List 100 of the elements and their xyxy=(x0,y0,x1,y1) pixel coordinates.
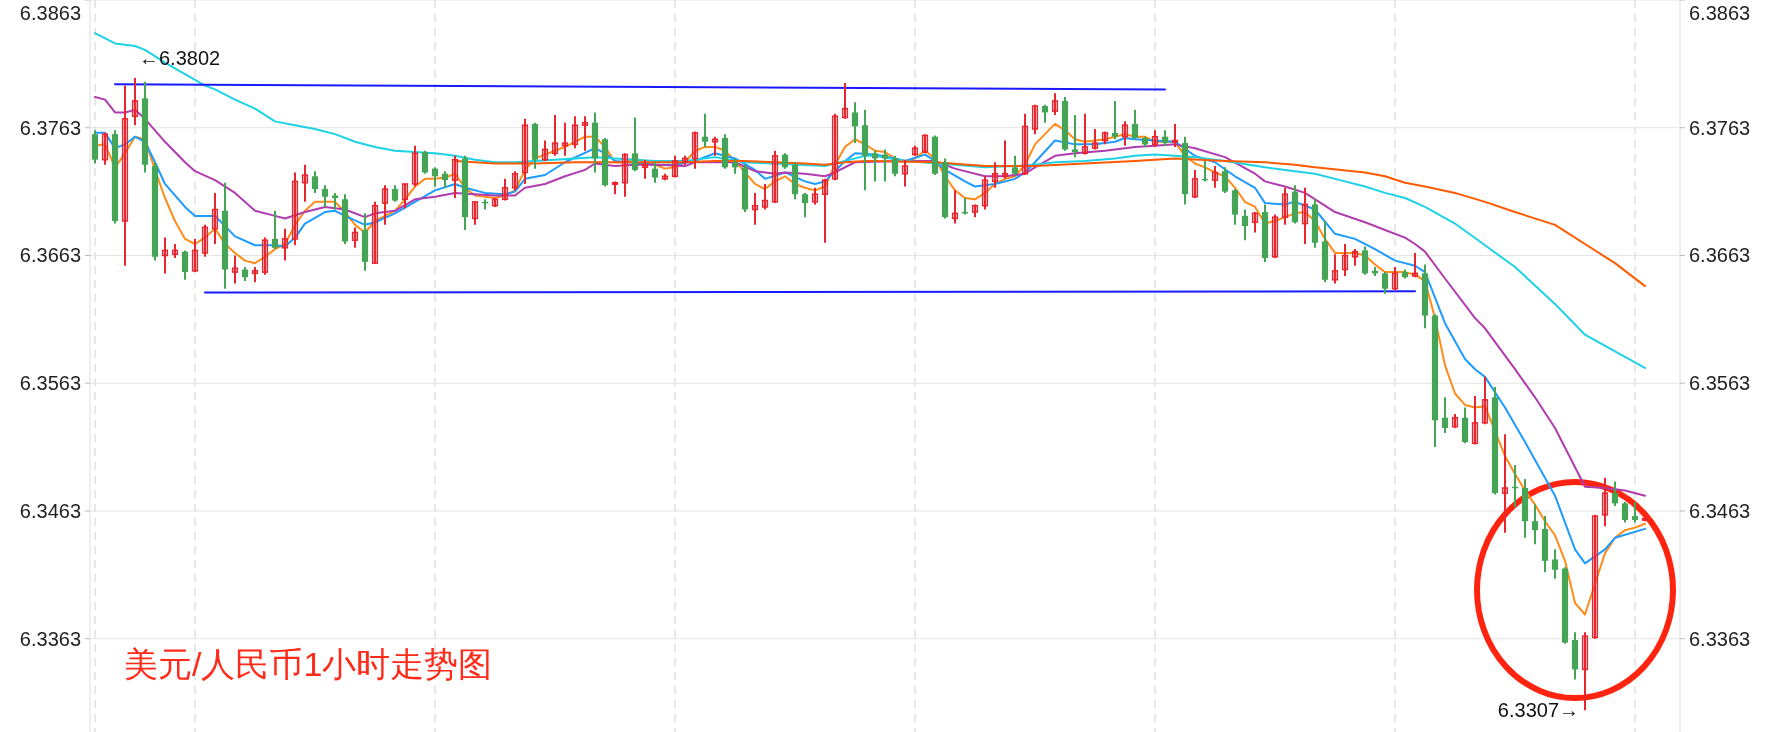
candlestick xyxy=(1081,112,1089,156)
candlestick xyxy=(871,149,879,183)
candlestick xyxy=(1441,396,1449,435)
candlestick xyxy=(211,191,219,245)
candlestick xyxy=(1341,243,1349,277)
candlestick xyxy=(1631,501,1639,524)
candlestick xyxy=(1301,186,1309,245)
candlestick xyxy=(621,152,629,198)
candlestick xyxy=(1411,251,1419,279)
y2-tick-label: 6.3863 xyxy=(1689,2,1751,24)
candlestick xyxy=(501,177,509,202)
candlestick xyxy=(451,154,459,200)
candlestick xyxy=(101,131,109,166)
candlestick xyxy=(961,197,969,216)
y2-tick-label: 6.3363 xyxy=(1689,627,1751,650)
candlestick xyxy=(411,144,419,188)
candlestick xyxy=(691,130,699,170)
candlestick xyxy=(1591,513,1599,640)
candlestick xyxy=(951,189,959,225)
candlestick xyxy=(1271,213,1279,260)
candlestick xyxy=(191,237,199,274)
candlestick xyxy=(1011,154,1019,177)
candlestick xyxy=(1051,92,1059,116)
candlestick xyxy=(641,158,649,180)
candlestick xyxy=(161,236,169,275)
candlestick xyxy=(711,135,719,157)
line-series xyxy=(94,96,1646,497)
candlestick xyxy=(1211,165,1219,189)
candlestick xyxy=(1501,433,1509,534)
candlestick xyxy=(261,236,269,276)
candlestick xyxy=(701,112,709,148)
candlestick xyxy=(1031,103,1039,136)
candlestick xyxy=(831,112,839,182)
candlestick xyxy=(921,133,929,155)
candlestick xyxy=(1131,108,1139,141)
candlestick xyxy=(551,113,559,157)
candlestick xyxy=(891,154,899,178)
candlestick xyxy=(1361,245,1369,276)
candlestick xyxy=(1531,503,1539,546)
candlestick xyxy=(511,170,519,192)
candlestick xyxy=(1331,253,1339,285)
candlestick xyxy=(981,175,989,211)
candlestick xyxy=(321,184,329,208)
y-tick-label: 6.3563 xyxy=(19,372,81,395)
candlestick xyxy=(1221,166,1229,194)
candlestick xyxy=(471,200,479,226)
candlestick xyxy=(1251,211,1259,234)
candlestick xyxy=(1471,395,1479,446)
candlestick xyxy=(381,184,389,226)
candlestick xyxy=(1121,120,1129,147)
y-tick-label: 6.3863 xyxy=(19,2,81,24)
candlestick xyxy=(821,177,829,244)
candlestick xyxy=(841,82,849,120)
candlestick xyxy=(801,191,809,219)
candlestick xyxy=(1281,186,1289,226)
candlestick xyxy=(671,154,679,179)
candlestick xyxy=(351,226,359,249)
candlestick xyxy=(1611,480,1619,507)
y-tick-label: 6.3763 xyxy=(19,116,81,139)
annotation: 6.3307→ xyxy=(1497,699,1579,722)
candlestick xyxy=(301,163,309,203)
candlestick xyxy=(761,182,769,211)
candlestick xyxy=(1481,375,1489,426)
candlestick xyxy=(131,76,139,127)
candlestick xyxy=(771,149,779,205)
candlestick xyxy=(181,249,189,281)
candlestick xyxy=(121,84,129,267)
candlestick xyxy=(851,101,859,145)
candlestick xyxy=(521,117,529,185)
candlestick xyxy=(421,149,429,175)
candlestick xyxy=(291,171,299,247)
y2-tick-label: 6.3563 xyxy=(1689,372,1751,395)
candlestick xyxy=(1551,548,1559,580)
candlestick xyxy=(1021,112,1029,177)
candlestick xyxy=(401,182,409,210)
candlestick xyxy=(311,170,319,194)
y2-tick-label: 6.3663 xyxy=(1689,244,1751,267)
y2-tick-label: 6.3463 xyxy=(1689,499,1751,522)
candlestick xyxy=(1621,501,1629,524)
text: 美元/人民币1小时走势图 xyxy=(124,645,493,683)
candlestick xyxy=(581,115,589,152)
candlestick xyxy=(571,115,579,150)
candlestick xyxy=(651,161,659,184)
candlestick xyxy=(561,121,569,157)
candlestick xyxy=(1171,122,1179,148)
candlestick xyxy=(1111,99,1119,141)
candlestick xyxy=(1071,113,1079,159)
candlestick xyxy=(1091,128,1099,151)
y-tick-label: 6.3663 xyxy=(19,244,81,267)
candlestick xyxy=(1191,168,1199,200)
candlestick xyxy=(271,209,279,251)
candlestick xyxy=(1151,129,1159,148)
candlestick xyxy=(631,116,639,173)
candlestick xyxy=(371,200,379,265)
candlestick xyxy=(281,227,289,262)
candlestick xyxy=(1581,631,1589,712)
candlestick xyxy=(1241,208,1249,242)
candlestick xyxy=(201,223,209,258)
y2-tick-label: 6.3763 xyxy=(1689,116,1751,139)
y-tick-label: 6.3463 xyxy=(19,499,81,522)
